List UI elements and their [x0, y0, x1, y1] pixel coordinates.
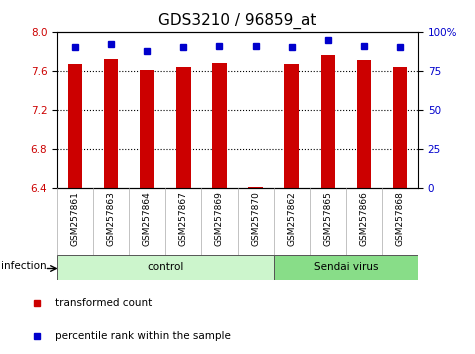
Text: GSM257864: GSM257864 [143, 191, 152, 246]
Text: percentile rank within the sample: percentile rank within the sample [55, 331, 231, 341]
Bar [212, 63, 227, 188]
Text: transformed count: transformed count [55, 298, 152, 308]
Text: GSM257869: GSM257869 [215, 191, 224, 246]
Text: GSM257868: GSM257868 [396, 191, 404, 246]
Text: GSM257866: GSM257866 [360, 191, 368, 246]
Bar [393, 67, 407, 188]
Text: GSM257867: GSM257867 [179, 191, 188, 246]
Bar [285, 64, 299, 188]
Text: GSM257863: GSM257863 [107, 191, 115, 246]
Bar [357, 60, 371, 188]
Bar [68, 64, 82, 188]
Title: GDS3210 / 96859_at: GDS3210 / 96859_at [158, 13, 317, 29]
Text: GSM257870: GSM257870 [251, 191, 260, 246]
Text: GSM257861: GSM257861 [71, 191, 79, 246]
Bar [104, 59, 118, 188]
Bar [140, 70, 154, 188]
Text: GSM257862: GSM257862 [287, 191, 296, 246]
Text: control: control [147, 262, 183, 272]
Bar [321, 55, 335, 188]
FancyBboxPatch shape [274, 255, 418, 280]
Text: Sendai virus: Sendai virus [314, 262, 378, 272]
Bar [248, 187, 263, 188]
FancyBboxPatch shape [57, 255, 274, 280]
Text: GSM257865: GSM257865 [323, 191, 332, 246]
Text: infection: infection [1, 261, 47, 271]
Bar [176, 67, 190, 188]
